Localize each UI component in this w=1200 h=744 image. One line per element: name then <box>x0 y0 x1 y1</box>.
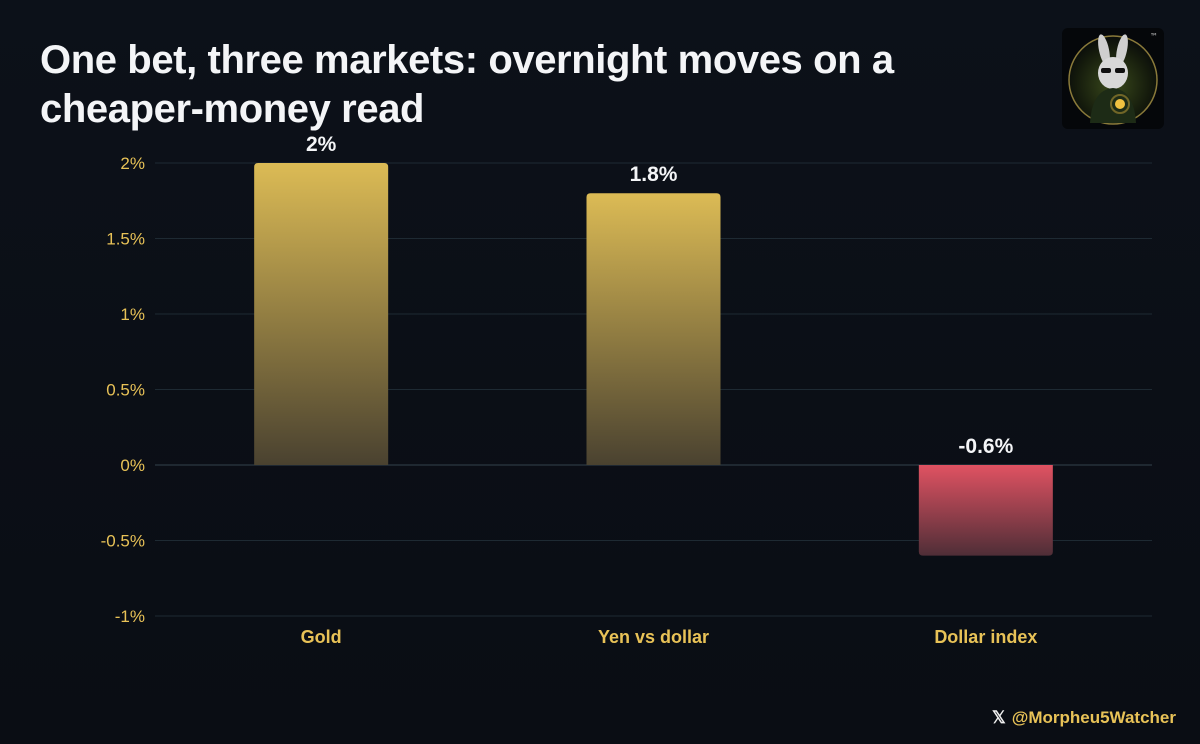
bars <box>254 163 1053 556</box>
data-label: 2% <box>306 133 337 156</box>
chart-title: One bet, three markets: overnight moves … <box>40 38 894 131</box>
y-axis-ticks: 2% 1.5% 1% 0.5% 0% -0.5% -1% <box>101 154 145 626</box>
x-icon: 𝕏 <box>992 708 1006 727</box>
y-tick-label: 0% <box>120 456 145 475</box>
y-tick-label: 1.5% <box>106 230 145 249</box>
x-axis-categories: Gold Yen vs dollar Dollar index <box>301 627 1038 647</box>
x-category-label: Gold <box>301 627 342 647</box>
credit-handle: @Morpheu5Watcher <box>1011 708 1176 727</box>
trademark-symbol: ™ <box>1150 32 1158 41</box>
rabbit-logo-icon <box>1068 34 1158 125</box>
credit: 𝕏 @Morpheu5Watcher <box>992 708 1176 728</box>
data-label: -0.6% <box>958 435 1013 458</box>
y-tick-label: 2% <box>120 154 145 173</box>
data-labels: 2% 1.8% -0.6% <box>306 133 1014 458</box>
y-tick-label: 1% <box>120 305 145 324</box>
bar-gold <box>254 163 389 465</box>
rabbit-logo: ™ <box>1062 28 1164 129</box>
data-label: 1.8% <box>630 163 678 186</box>
y-tick-label: -0.5% <box>101 532 145 551</box>
bar-dollar-index <box>918 465 1053 556</box>
x-category-label: Dollar index <box>934 627 1037 647</box>
y-tick-label: 0.5% <box>106 381 145 400</box>
bar-yen-vs-dollar <box>586 193 721 465</box>
y-tick-label: -1% <box>115 607 145 626</box>
x-category-label: Yen vs dollar <box>598 627 709 647</box>
